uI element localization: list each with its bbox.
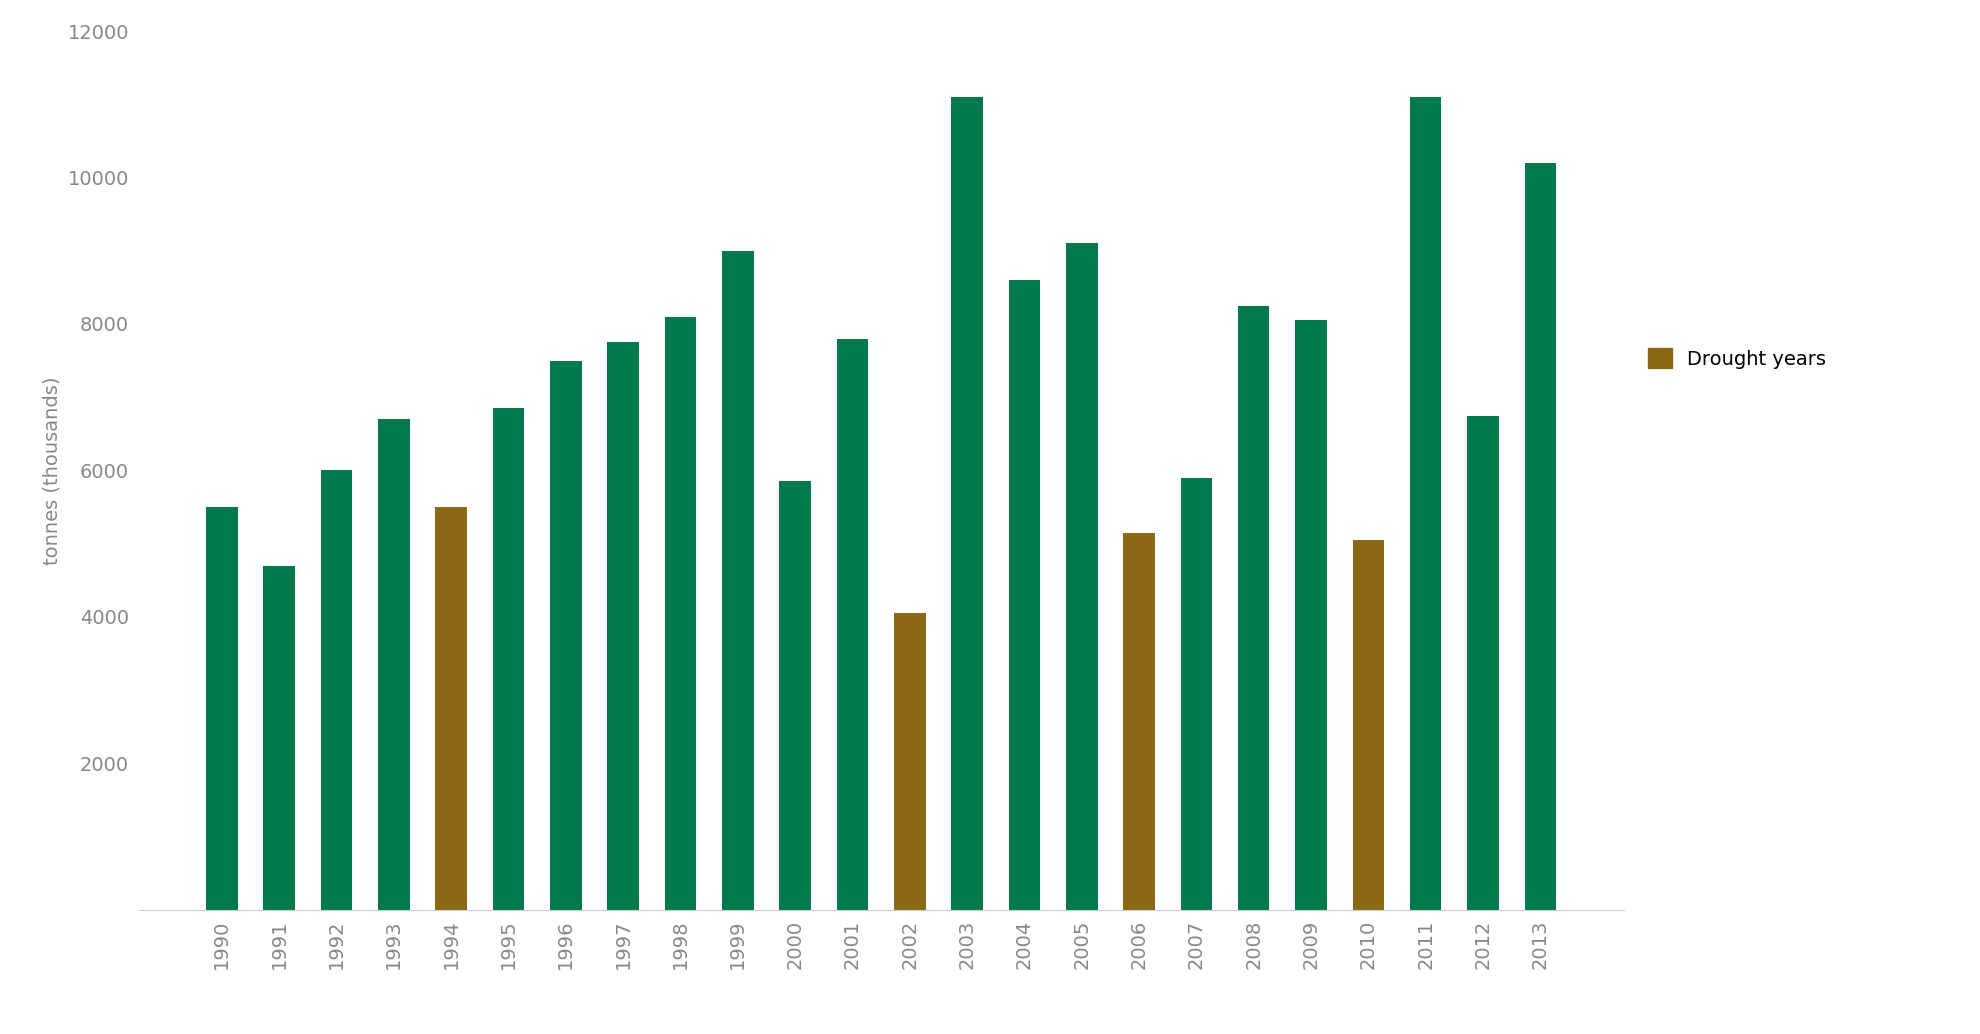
Bar xyxy=(1123,533,1154,910)
Bar xyxy=(550,361,582,910)
Legend: Drought years: Drought years xyxy=(1647,348,1826,369)
Bar xyxy=(1352,540,1384,910)
Bar xyxy=(665,316,697,910)
Bar xyxy=(493,408,525,910)
Bar xyxy=(1238,306,1269,910)
Bar xyxy=(1467,416,1499,910)
Bar xyxy=(263,566,295,910)
Bar xyxy=(1180,478,1212,910)
Bar xyxy=(321,470,352,910)
Bar xyxy=(206,507,238,910)
Bar xyxy=(1008,280,1040,910)
Bar xyxy=(895,613,925,910)
Bar xyxy=(1525,162,1556,910)
Y-axis label: tonnes (thousands): tonnes (thousands) xyxy=(44,376,61,565)
Bar xyxy=(436,507,467,910)
Bar xyxy=(723,251,754,910)
Bar xyxy=(608,342,640,910)
Bar xyxy=(780,482,812,910)
Bar xyxy=(838,339,867,910)
Bar xyxy=(950,97,982,910)
Bar xyxy=(1410,97,1441,910)
Bar xyxy=(1065,243,1097,910)
Bar xyxy=(378,419,410,910)
Bar xyxy=(1295,321,1327,910)
